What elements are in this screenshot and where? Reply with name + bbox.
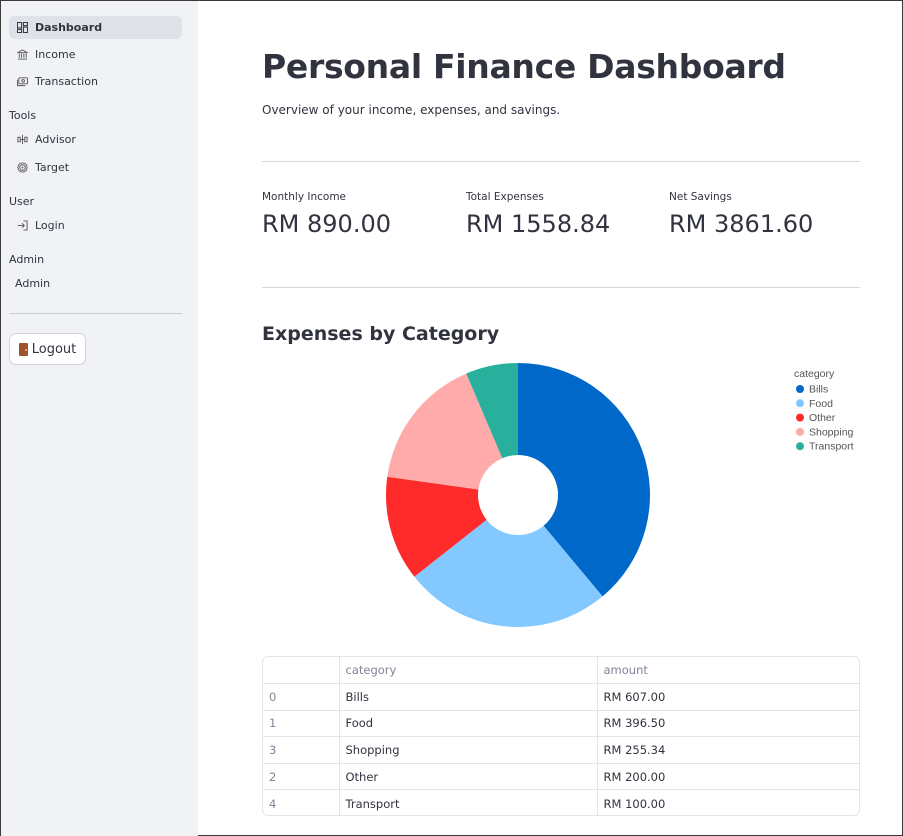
bank-icon (16, 49, 28, 61)
row-amount: RM 607.00 (597, 683, 859, 711)
legend-label-transport: Transport (809, 441, 854, 453)
legend-swatch-food (796, 399, 804, 408)
sidebar: Dashboard Income Transaction Tools Advis… (1, 1, 198, 836)
row-amount: RM 396.50 (597, 710, 859, 738)
row-category: Shopping (339, 736, 598, 764)
row-category: Other (339, 763, 598, 791)
metric-label-savings: Net Savings (669, 191, 732, 203)
sidebar-item-label: Transaction (35, 75, 98, 88)
metric-value-savings: RM 3861.60 (669, 210, 814, 238)
column-header-amount[interactable]: amount (597, 657, 859, 685)
divider (262, 161, 860, 162)
metric-value-expenses: RM 1558.84 (466, 210, 611, 238)
pie-slice-shopping[interactable] (387, 373, 503, 490)
sidebar-item-label: Target (35, 161, 70, 174)
row-amount: RM 100.00 (603, 796, 666, 811)
legend-swatch-bills (796, 385, 804, 393)
section-label-user: User (9, 195, 35, 208)
divider (262, 287, 860, 288)
dashboard-icon (16, 22, 28, 34)
balance-icon (16, 134, 28, 146)
sidebar-item-transaction[interactable]: Transaction (9, 70, 182, 93)
logout-label: Logout (31, 341, 77, 357)
row-index: 1 (263, 710, 340, 738)
sidebar-item-advisor[interactable]: Advisor (9, 128, 182, 151)
row-category: Bills (339, 683, 598, 711)
metric-value-income: RM 890.00 (262, 210, 391, 238)
table-header-row: category amount (263, 657, 859, 685)
pie-slice-transport[interactable] (466, 363, 518, 459)
payments-icon (16, 76, 28, 88)
row-category: Food (339, 710, 598, 738)
row-amount: RM 200.00 (597, 763, 859, 791)
pie-slice-food[interactable] (414, 519, 603, 627)
table-row: 4 Transport RM 100.00 (263, 789, 859, 815)
row-category: Transport (339, 789, 598, 815)
row-index: 0 (263, 683, 340, 711)
sidebar-item-label: Login (35, 219, 65, 232)
sidebar-divider (9, 313, 182, 314)
pie-slice-other[interactable] (386, 476, 487, 577)
legend-swatch-shopping (796, 427, 804, 436)
legend-label-food: Food (809, 398, 833, 410)
row-amount: RM 255.34 (597, 736, 859, 764)
table-row: 3 Shopping RM 255.34 (263, 736, 859, 764)
row-index: 3 (263, 736, 340, 764)
row-index: 4 (263, 789, 340, 815)
metric-label-expenses: Total Expenses (466, 191, 544, 203)
metric-label-income: Monthly Income (262, 191, 347, 203)
expenses-table: category amount 0 Bills RM 607.00 1 Food… (262, 656, 860, 816)
page-title: Personal Finance Dashboard (262, 47, 786, 86)
sidebar-item-dashboard[interactable]: Dashboard (9, 16, 182, 39)
expenses-pie-chart: category Bills Food Other Shopping Transport (386, 363, 854, 627)
legend-swatch-transport (796, 442, 804, 451)
sidebar-item-income[interactable]: Income (9, 43, 182, 66)
legend-label-other: Other (809, 412, 836, 424)
table-row: 1 Food RM 396.50 (263, 710, 859, 738)
legend-label-shopping: Shopping (809, 426, 854, 438)
sidebar-item-target[interactable]: Target (9, 156, 182, 179)
table-row: 2 Other RM 200.00 (263, 763, 859, 791)
sidebar-item-label: Income (35, 48, 76, 61)
sidebar-item-login[interactable]: Login (9, 214, 182, 237)
door-icon (18, 342, 28, 356)
login-icon (16, 220, 28, 232)
sidebar-item-label: Advisor (35, 133, 76, 146)
chart-section-title: Expenses by Category (262, 323, 500, 345)
sidebar-item-admin[interactable]: Admin (9, 272, 182, 295)
table-row: 0 Bills RM 607.00 (263, 683, 859, 711)
sidebar-item-label: Admin (15, 277, 51, 290)
legend-title: category (794, 368, 835, 380)
logout-button[interactable]: Logout (9, 333, 86, 365)
column-header-index[interactable] (263, 657, 340, 685)
target-icon (16, 162, 28, 174)
sidebar-item-label: Dashboard (35, 21, 103, 34)
pie-slice-bills[interactable] (518, 363, 651, 597)
row-index: 2 (263, 763, 340, 791)
section-label-admin: Admin (9, 253, 45, 266)
legend-swatch-other (796, 413, 804, 422)
page-subtitle: Overview of your income, expenses, and s… (262, 103, 561, 117)
legend-label-bills: Bills (809, 384, 828, 396)
section-label-tools: Tools (9, 109, 37, 122)
column-header-category[interactable]: category (339, 657, 598, 685)
